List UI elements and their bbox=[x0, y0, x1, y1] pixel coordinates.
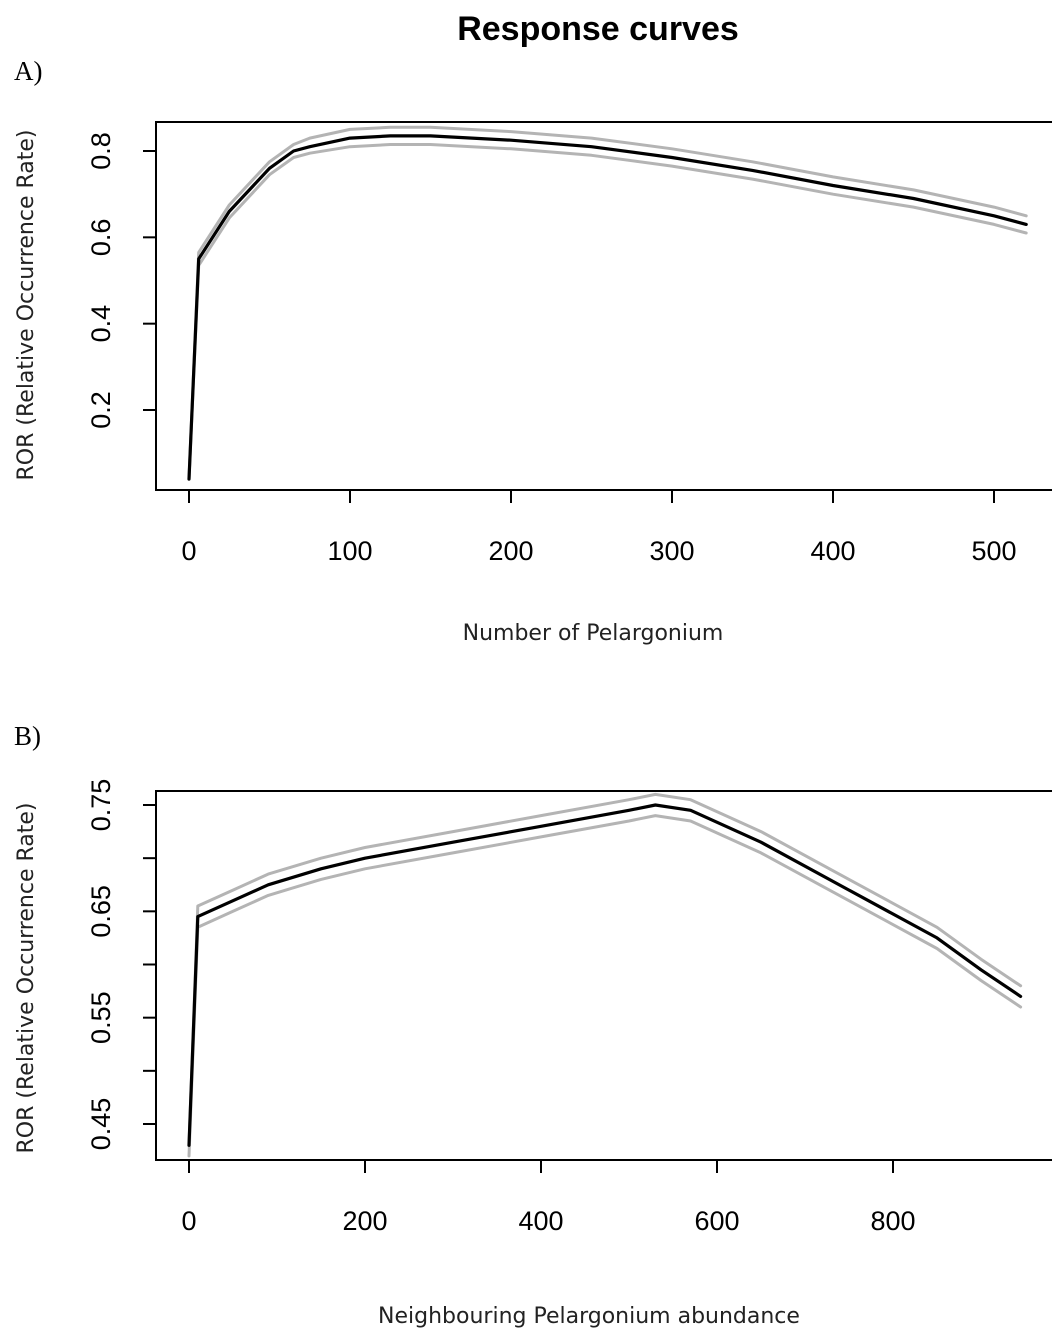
panel-b-series-mean bbox=[187, 803, 1023, 1147]
panel-b-x-tick-label: 200 bbox=[342, 1206, 387, 1236]
panel-b-series-upper bbox=[187, 792, 1023, 1147]
panel-b-x-tick-label: 0 bbox=[181, 1206, 196, 1236]
panel-b-series-lower bbox=[187, 814, 1023, 1158]
panel-a-x-tick-label: 500 bbox=[971, 536, 1016, 566]
panel-a-y-tick-label: 0.6 bbox=[86, 219, 116, 257]
panel-a-x-tick-label: 200 bbox=[488, 536, 533, 566]
panel-a-x-tick-label: 400 bbox=[810, 536, 855, 566]
panel-b-x-tick-label: 800 bbox=[870, 1206, 915, 1236]
panel-a-y-tick-label: 0.2 bbox=[86, 391, 116, 429]
panel-b-y-tick-label: 0.75 bbox=[86, 779, 116, 832]
panel-b-y-tick-label: 0.55 bbox=[86, 991, 116, 1044]
panel-b-label: B) bbox=[14, 721, 41, 751]
panel-a-y-axis-title: ROR (Relative Occurrence Rate) bbox=[14, 130, 39, 481]
panel-a-plot: 0 100 200 300 400 500 0.2 0.4 0.6 0.8 bbox=[86, 121, 1052, 566]
panel-a-series-mean bbox=[187, 134, 1028, 481]
panel-a-x-axis-title: Number of Pelargonium bbox=[463, 621, 724, 646]
panel-b-x-tick-label: 600 bbox=[694, 1206, 739, 1236]
panel-b-y-tick-label: 0.45 bbox=[86, 1098, 116, 1151]
panel-a-series-lower bbox=[187, 143, 1028, 481]
panel-a-plot-frame bbox=[155, 121, 1052, 491]
panel-a-y-tick-label: 0.4 bbox=[86, 305, 116, 343]
panel-a-label: A) bbox=[14, 56, 43, 86]
panel-b-x-axis-title: Neighbouring Pelargonium abundance bbox=[378, 1304, 800, 1329]
panel-a-y-tick-label: 0.8 bbox=[86, 132, 116, 170]
panel-b-y-axis-title: ROR (Relative Occurrence Rate) bbox=[14, 803, 39, 1154]
panel-a-x-tick-label: 0 bbox=[181, 536, 196, 566]
panel-a-x-tick-label: 100 bbox=[327, 536, 372, 566]
panel-b-plot-frame bbox=[155, 790, 1052, 1161]
panel-b-x-tick-label: 400 bbox=[518, 1206, 563, 1236]
figure-title: Response curves bbox=[457, 10, 739, 48]
panel-b-plot: 0 200 400 600 800 0.45 0.55 0.65 0.75 bbox=[86, 779, 1052, 1236]
panel-b-y-tick-label: 0.65 bbox=[86, 885, 116, 938]
panel-a-series-upper bbox=[187, 125, 1028, 481]
panel-a-x-tick-label: 300 bbox=[649, 536, 694, 566]
